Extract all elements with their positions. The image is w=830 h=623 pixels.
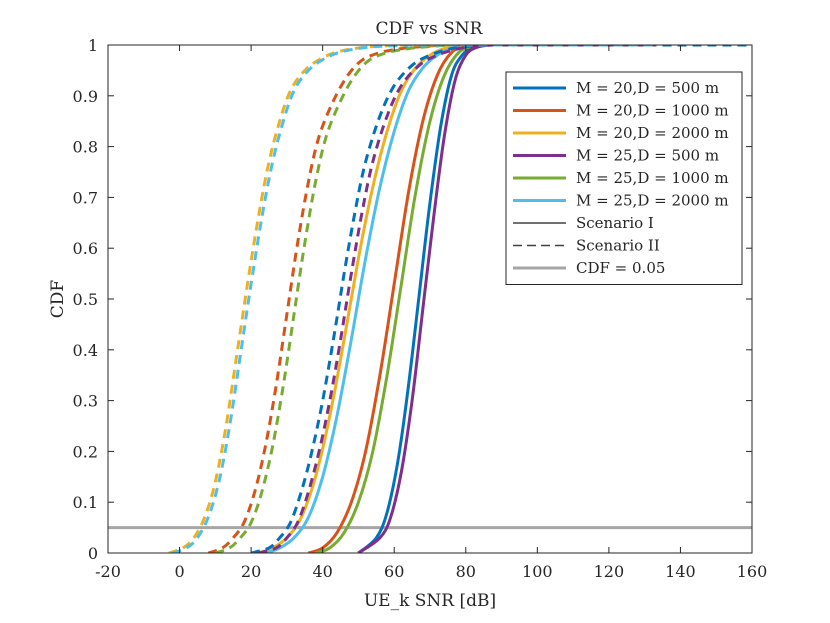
x-tick-label: 80 — [456, 562, 476, 581]
y-tick-label: 0.8 — [73, 138, 98, 157]
x-tick-label: 100 — [522, 562, 553, 581]
series-line-m-25-d-500-m-scenario-i — [357, 45, 656, 553]
series-layer — [168, 45, 752, 553]
x-tick-label: 140 — [665, 562, 696, 581]
x-tick-label: 20 — [241, 562, 261, 581]
x-axis-title: UE_k SNR [dB] — [364, 591, 496, 611]
y-tick-label: 0.1 — [73, 493, 98, 512]
y-tick-label: 0.4 — [73, 341, 98, 360]
legend-label: Scenario II — [576, 237, 660, 255]
legend-label: M = 20,D = 2000 m — [576, 124, 729, 142]
legend-label: M = 25,D = 1000 m — [576, 169, 729, 187]
x-tick-label: 160 — [737, 562, 768, 581]
x-tick-label: -20 — [95, 562, 121, 581]
x-tick-label: 0 — [174, 562, 184, 581]
y-tick-label: 1 — [88, 36, 98, 55]
chart-title: CDF vs SNR — [376, 19, 484, 39]
y-tick-label: 0.2 — [73, 442, 98, 461]
x-tick-label: 60 — [384, 562, 404, 581]
y-tick-label: 0.7 — [73, 188, 98, 207]
y-axis-title: CDF — [48, 280, 68, 319]
series-line-m-20-d-500-m-scenario-i — [357, 45, 656, 553]
legend-label: M = 20,D = 500 m — [576, 79, 719, 97]
x-tick-label: 40 — [312, 562, 332, 581]
series-line-m-20-d-2000-m-scenario-ii — [168, 45, 656, 553]
y-tick-label: 0.5 — [73, 290, 98, 309]
legend-label: Scenario I — [576, 214, 654, 232]
legend-label: M = 20,D = 1000 m — [576, 102, 729, 120]
y-tick-label: 0.9 — [73, 87, 98, 106]
y-tick-label: 0 — [88, 544, 98, 563]
y-tick-label: 0.3 — [73, 392, 98, 411]
x-tick-label: 120 — [594, 562, 625, 581]
legend-label: M = 25,D = 500 m — [576, 147, 719, 165]
axes-layer: -20 0 20 40 60 80 100 120 140 16000.10.20.30.40.5… — [73, 36, 768, 581]
legend-label: M = 25,D = 2000 m — [576, 192, 729, 210]
series-line-m-25-d-2000-m-scenario-ii — [171, 45, 656, 553]
legend: M = 20,D = 500 m M = 20,D = 1000 m M = 20,… — [505, 71, 743, 285]
series-line-m-25-d-500-m-scenario-ii — [257, 45, 656, 553]
y-tick-label: 0.6 — [73, 239, 98, 258]
legend-label: CDF = 0.05 — [576, 259, 665, 277]
